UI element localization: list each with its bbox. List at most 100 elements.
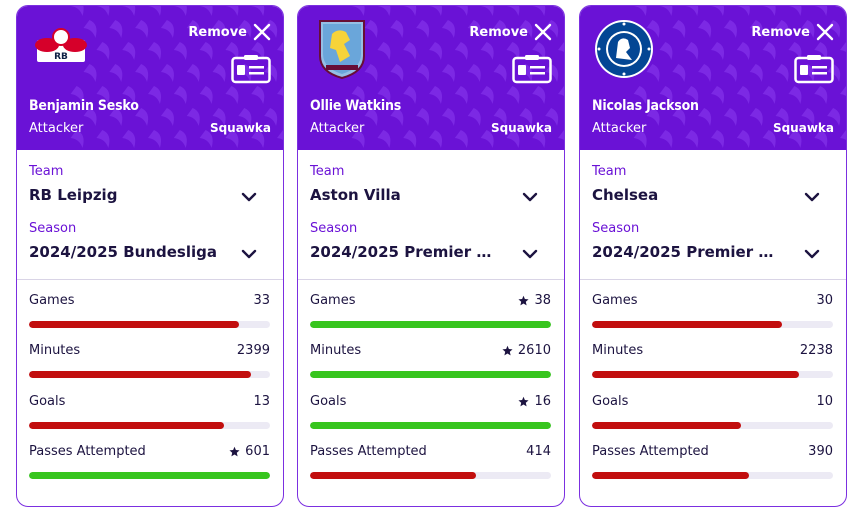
remove-button[interactable]: Remove — [469, 23, 552, 41]
card-header: Remove Nicolas Jackson Attacker Squawka — [580, 6, 846, 150]
season-label: Season — [310, 221, 358, 236]
remove-label: Remove — [469, 24, 528, 40]
stat-label: Minutes — [310, 343, 362, 358]
star-icon — [518, 295, 529, 306]
stat-label: Games — [310, 293, 356, 308]
stat-value-wrap: 2238 — [800, 343, 833, 358]
id-card-icon[interactable] — [512, 54, 552, 84]
stat-value-wrap: 2610 — [502, 343, 551, 358]
selectors: Team Aston Villa Season 2024/2025 Premie… — [298, 150, 564, 280]
stat-label: Minutes — [29, 343, 81, 358]
remove-label: Remove — [188, 24, 247, 40]
player-position: Attacker — [310, 121, 365, 136]
star-icon — [229, 446, 240, 457]
stat-bar — [29, 472, 270, 479]
stat-label: Passes Attempted — [29, 444, 146, 459]
player-name: Ollie Watkins — [310, 98, 402, 114]
stat-value: 13 — [253, 394, 270, 409]
stat-bar-fill — [310, 472, 477, 479]
stat-bar-fill — [592, 472, 749, 479]
star-icon — [518, 396, 529, 407]
team-select[interactable]: Chelsea — [592, 186, 659, 204]
season-label: Season — [29, 221, 77, 236]
stat-row: Passes Attempted 390 — [592, 444, 833, 490]
remove-button[interactable]: Remove — [751, 23, 834, 41]
chevron-down-icon[interactable] — [804, 249, 820, 259]
player-card: Remove Ollie Watkins Attacker Squawka Te… — [297, 5, 565, 507]
season-select[interactable]: 2024/2025 Premier League — [310, 243, 492, 261]
stat-value-wrap: 10 — [816, 394, 833, 409]
team-label: Team — [310, 164, 345, 179]
stat-value-wrap: 2399 — [237, 343, 270, 358]
stat-label: Minutes — [592, 343, 644, 358]
star-icon — [502, 345, 513, 356]
stat-value: 601 — [245, 444, 270, 459]
stat-value-wrap: 33 — [253, 293, 270, 308]
stat-row: Passes Attempted 414 — [310, 444, 551, 490]
rb-leipzig-badge: RB — [35, 28, 87, 62]
stat-bar-fill — [310, 371, 551, 378]
stat-label: Goals — [310, 394, 347, 409]
source-label: Squawka — [490, 121, 552, 135]
stat-value: 38 — [534, 293, 551, 308]
source-label: Squawka — [772, 121, 834, 135]
stat-bar — [310, 321, 551, 328]
remove-label: Remove — [751, 24, 810, 40]
stat-label: Goals — [592, 394, 629, 409]
stat-bar — [29, 371, 270, 378]
stat-value: 2399 — [236, 343, 270, 358]
team-select[interactable]: Aston Villa — [310, 186, 401, 204]
stat-bar-fill — [29, 422, 225, 429]
close-icon — [253, 23, 271, 41]
source-label: Squawka — [209, 121, 271, 135]
player-name: Nicolas Jackson — [592, 98, 699, 114]
card-header: RB Remove Benjamin Sesko Attacker Squawk… — [17, 6, 283, 150]
stat-row: Passes Attempted 601 — [29, 444, 270, 490]
stat-row: Minutes 2238 — [592, 343, 833, 389]
stat-bar — [592, 422, 833, 429]
stat-value-wrap: 30 — [816, 293, 833, 308]
chevron-down-icon[interactable] — [522, 192, 538, 202]
chevron-down-icon[interactable] — [241, 192, 257, 202]
stat-bar-fill — [310, 422, 551, 429]
chevron-down-icon[interactable] — [522, 249, 538, 259]
stat-value-wrap: 601 — [229, 444, 270, 459]
stat-label: Passes Attempted — [310, 444, 427, 459]
stat-bar — [592, 472, 833, 479]
stat-bar — [29, 321, 270, 328]
stat-bar-fill — [592, 371, 800, 378]
stat-bar — [29, 422, 270, 429]
player-position: Attacker — [29, 121, 84, 136]
stat-row: Minutes 2399 — [29, 343, 270, 389]
season-select[interactable]: 2024/2025 Bundesliga — [29, 243, 217, 261]
stat-value: 10 — [816, 394, 833, 409]
stat-label: Games — [592, 293, 638, 308]
card-header: Remove Ollie Watkins Attacker Squawka — [298, 6, 564, 150]
chevron-down-icon[interactable] — [241, 249, 257, 259]
player-card: RB Remove Benjamin Sesko Attacker Squawk… — [16, 5, 284, 507]
player-card: Remove Nicolas Jackson Attacker Squawka … — [579, 5, 847, 507]
stat-label: Passes Attempted — [592, 444, 709, 459]
chevron-down-icon[interactable] — [804, 192, 820, 202]
stat-value: 33 — [253, 293, 270, 308]
header-pattern — [633, 6, 846, 148]
team-select[interactable]: RB Leipzig — [29, 186, 118, 204]
stat-bar — [310, 371, 551, 378]
stat-row: Games 38 — [310, 293, 551, 339]
chelsea-badge — [595, 20, 653, 78]
stat-bar-fill — [29, 472, 270, 479]
stat-row: Goals 16 — [310, 394, 551, 440]
stat-value: 414 — [526, 444, 551, 459]
header-pattern — [351, 6, 564, 148]
team-label: Team — [592, 164, 627, 179]
stat-row: Goals 10 — [592, 394, 833, 440]
player-position: Attacker — [592, 121, 647, 136]
stat-value-wrap: 414 — [526, 444, 551, 459]
stat-row: Games 33 — [29, 293, 270, 339]
stat-bar-fill — [592, 422, 742, 429]
remove-button[interactable]: Remove — [188, 23, 271, 41]
stat-value-wrap: 38 — [518, 293, 551, 308]
id-card-icon[interactable] — [231, 54, 271, 84]
season-select[interactable]: 2024/2025 Premier League — [592, 243, 774, 261]
id-card-icon[interactable] — [794, 54, 834, 84]
